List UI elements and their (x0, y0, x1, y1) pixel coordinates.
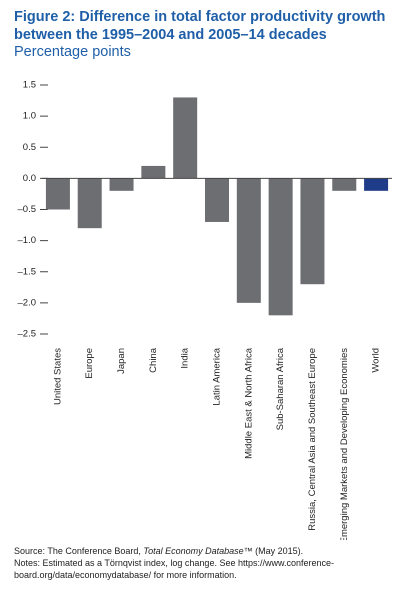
y-tick-label: –2.5 (18, 329, 37, 340)
x-tick-label: Japan (116, 348, 127, 374)
bar (268, 178, 293, 316)
x-tick-label: United States (52, 348, 63, 405)
x-tick-label: Europe (84, 348, 95, 379)
bar (45, 178, 70, 210)
source: Source: The Conference Board, Total Econ… (14, 545, 414, 557)
x-tick-label: Latin America (212, 347, 223, 405)
y-tick-label: –1.5 (18, 266, 37, 277)
x-tick-label: Sub-Saharan Africa (275, 347, 286, 430)
y-tick-label: 0.5 (23, 142, 36, 153)
notes: Notes: Estimated as a Törnqvist index, l… (14, 558, 335, 580)
y-tick-label: 1.0 (23, 111, 36, 122)
x-tick-label: China (148, 347, 159, 373)
bar (236, 178, 261, 303)
y-tick-label: –2.0 (18, 297, 37, 308)
x-tick-label: Middle East & North Africa (243, 347, 254, 459)
y-tick-label: –1.0 (18, 235, 37, 246)
chart: 1.5 1.0 0.5 0.0 –0.5 –1.0 –1.5 –2.0 –2.5 United S… (18, 80, 392, 540)
bar (205, 178, 229, 222)
bar (300, 178, 325, 285)
x-tick-label: India (180, 347, 191, 368)
bar (173, 97, 198, 179)
source-italic: Total Economy Database (143, 546, 244, 556)
x-tick-label: Emerging Markets and Developing Economie… (339, 348, 350, 540)
bar (332, 178, 357, 191)
bar (141, 165, 166, 179)
bar (364, 178, 389, 191)
y-tick-label: –0.5 (18, 204, 37, 215)
bar (77, 178, 102, 229)
y-tick-label: 0.0 (23, 173, 36, 184)
chart-title: Figure 2: Difference in total factor pro… (14, 9, 386, 43)
x-tick-label: World (371, 348, 382, 373)
source-text: ™ (May 2015). (243, 546, 304, 556)
y-tick-label: 1.5 (23, 80, 36, 91)
footer: Source: The Conference Board, Total Econ… (14, 545, 414, 581)
bar (109, 178, 134, 191)
chart-subtitle: Percentage points (14, 44, 131, 60)
source-text: Source: The Conference Board, (14, 546, 144, 556)
x-tick-label: Russia, Central Asia and Southeast Europ… (307, 348, 318, 531)
